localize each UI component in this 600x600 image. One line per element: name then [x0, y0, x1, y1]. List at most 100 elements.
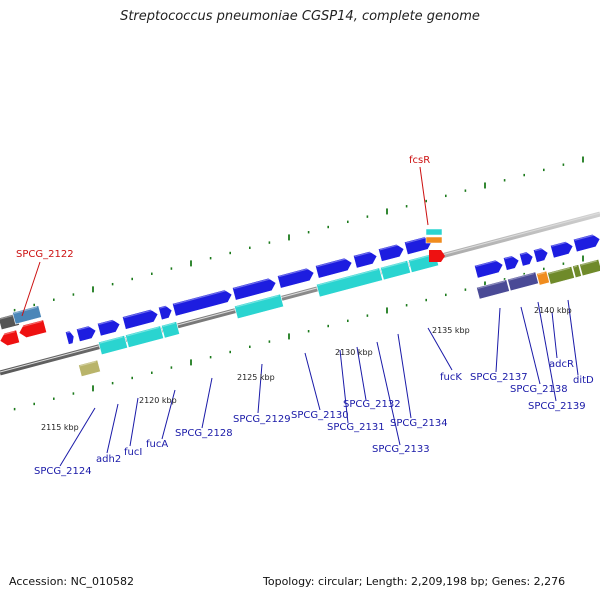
leader-line: [21, 261, 41, 317]
gene-blue-3-shine: [123, 308, 155, 319]
gene-label-spcg-2139[interactable]: SPCG_2139: [528, 401, 586, 412]
gene-blue-5-shine: [173, 289, 229, 306]
gene-label-spcg-2134[interactable]: SPCG_2134: [390, 418, 448, 429]
gene-blue-8-shape: [314, 257, 353, 279]
gene-olive-1: [572, 264, 582, 279]
gene-blue-11-shape: [403, 236, 433, 256]
gene-slate-1-shine: [508, 272, 534, 281]
gene-blue-right-2: [518, 251, 534, 267]
gene-blue-10-shine: [379, 243, 401, 251]
gene-blue-right-4: [549, 240, 574, 259]
gene-slate-0: [476, 279, 510, 300]
gene-label-spcg-2128[interactable]: SPCG_2128: [175, 428, 233, 439]
gene-blue-2: [96, 319, 121, 337]
gene-cyan-4-shape: [315, 267, 384, 298]
gene-cyan-0: [97, 334, 129, 356]
gene-blue-1-shine: [77, 325, 93, 331]
gene-cyan-1: [124, 325, 165, 348]
gene-cyan-2: [160, 321, 181, 339]
gene-blue-1: [75, 325, 97, 342]
gene-blue-right-0-shine: [475, 259, 500, 268]
gene-blue-0-shine: [66, 331, 71, 334]
gene-label-spcg-2138[interactable]: SPCG_2138: [510, 384, 568, 395]
kbp-label-2130: 2130 kbp: [335, 348, 373, 357]
gene-cyan-2-shine: [162, 322, 175, 328]
gene-label-spcg-2133[interactable]: SPCG_2133: [372, 444, 430, 455]
gene-blue-7: [276, 267, 315, 289]
leader-line: [161, 389, 176, 440]
gene-blue-7-shape: [276, 267, 315, 289]
gene-blue-right-3-shine: [534, 247, 545, 252]
leader-line: [495, 307, 501, 373]
gene-blue-9: [352, 250, 378, 269]
gene-steelblue-left-shine: [13, 306, 37, 314]
kbp-label-2115: 2115 kbp: [41, 423, 79, 432]
gene-label-adcr[interactable]: adcR: [549, 359, 574, 370]
gene-label-spcg-2137[interactable]: SPCG_2137: [470, 372, 528, 383]
leader-line: [339, 349, 349, 424]
leader-line: [257, 363, 263, 414]
gene-label-fuca[interactable]: fucA: [146, 439, 168, 450]
leader-line: [304, 352, 321, 411]
gene-blue-11-shine: [405, 236, 429, 244]
gene-fcsr-cyan: [425, 228, 443, 236]
gene-blue-3: [121, 308, 159, 330]
gene-slate-0-shape: [476, 279, 510, 300]
gene-blue-0: [64, 330, 75, 345]
gene-cyan-0-shine: [99, 336, 123, 344]
gene-label-fcsr[interactable]: fcsR: [409, 155, 430, 166]
gene-blue-2-shine: [98, 319, 117, 325]
gene-blue-8-shine: [316, 257, 349, 268]
leader-line: [201, 377, 213, 429]
gene-cyan-1-shine: [126, 326, 159, 337]
gene-blue-4: [157, 305, 173, 321]
gene-blue-7-shine: [278, 267, 311, 278]
gene-olive-1-shine: [573, 265, 577, 268]
gene-blue-9-shape: [352, 251, 378, 269]
map-title: Streptococcus pneumoniae CGSP14, complet…: [120, 9, 480, 24]
gene-label-spcg-2130[interactable]: SPCG_2130: [291, 410, 349, 421]
gene-slate-1: [507, 271, 539, 292]
gene-khaki: [78, 359, 101, 377]
gene-label-adh2[interactable]: adh2: [96, 454, 121, 465]
gene-red-left-0-shine: [0, 331, 15, 337]
backbone-highlight: [0, 212, 600, 373]
gene-khaki-shine: [79, 361, 96, 367]
backbone-line: [0, 211, 600, 376]
gene-blue-10: [377, 243, 405, 262]
gene-label-spcg-2122[interactable]: SPCG_2122: [16, 249, 74, 260]
gene-label-spcg-2131[interactable]: SPCG_2131: [327, 422, 385, 433]
leader-line: [567, 299, 579, 376]
leader-line: [106, 403, 119, 454]
gene-olive-0: [547, 265, 575, 285]
gene-blue-right-5-shine: [574, 233, 597, 241]
gene-label-fuci[interactable]: fucI: [124, 447, 142, 458]
gene-label-fuck[interactable]: fucK: [440, 372, 462, 383]
gene-label-spcg-2129[interactable]: SPCG_2129: [233, 414, 291, 425]
leader-line: [551, 311, 558, 359]
gene-fcsr-red: [429, 250, 445, 262]
gene-blue-right-2-shine: [520, 251, 530, 256]
gene-cyan-3: [233, 293, 285, 320]
gene-blue-right-1: [502, 255, 520, 271]
gene-label-spcg-2124[interactable]: SPCG_2124: [34, 466, 92, 477]
gene-blue-right-4-shine: [551, 240, 570, 247]
gene-blue-5-shape: [171, 289, 233, 317]
accession-text: Accession: NC_010582: [9, 575, 135, 588]
gene-cyan-1-shape: [124, 325, 165, 348]
gene-blue-right-3: [532, 247, 549, 263]
leader-line: [129, 397, 139, 447]
gene-blue-4-shine: [159, 305, 169, 309]
leader-line: [427, 327, 453, 371]
genome-summary-text: Topology: circular; Length: 2,209,198 bp…: [263, 575, 566, 588]
leader-line: [520, 306, 541, 385]
gene-fcsr-orange: [425, 236, 443, 244]
gene-label-spcg-2132[interactable]: SPCG_2132: [343, 399, 401, 410]
outer-tick-track: [13, 156, 584, 312]
gene-blue-right-3-shape: [532, 247, 549, 263]
kbp-label-2140: 2140 kbp: [534, 306, 572, 315]
gene-olive-2-shine: [580, 260, 597, 266]
gene-blue-6-shape: [231, 277, 277, 301]
gene-label-ditd[interactable]: ditD: [573, 375, 594, 386]
gene-cyan-3-shine: [235, 295, 279, 308]
